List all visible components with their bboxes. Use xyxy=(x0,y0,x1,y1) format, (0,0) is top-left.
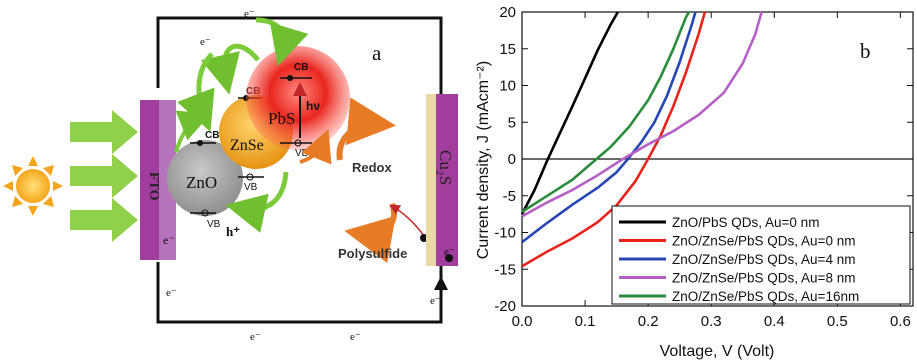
light-arrow-icon xyxy=(70,110,138,242)
y-tick-label: 15 xyxy=(499,41,516,58)
pbs-cb-label: CB xyxy=(294,62,308,73)
fto-electron-label: e⁻ xyxy=(163,233,175,247)
zno-particle xyxy=(167,140,243,216)
y-tick-label: -5 xyxy=(503,188,516,205)
zno-label: ZnO xyxy=(186,173,217,192)
x-tick-label: 0.3 xyxy=(701,313,722,330)
legend-entry: ZnO/PbS QDs, Au=0 nm xyxy=(672,215,819,230)
zno-vb-label: VB xyxy=(207,219,221,230)
x-axis-label: Voltage, V (Volt) xyxy=(660,343,775,360)
series-curves xyxy=(520,11,763,268)
transfer-arrow xyxy=(177,52,215,132)
series-line-2 xyxy=(521,11,707,268)
cu2s-electron-label: e⁻ xyxy=(444,246,455,258)
transfer-arrow xyxy=(255,17,309,67)
x-tick-label: 0.2 xyxy=(638,313,659,330)
series-line-4 xyxy=(521,11,763,218)
hole-transfer-arrow xyxy=(299,128,332,165)
electron-label: e⁻ xyxy=(166,287,177,299)
external-circuit-bottom xyxy=(156,262,443,324)
redox-cycle-icon xyxy=(336,97,397,263)
legend-entry: ZnO/ZnSe/PbS QDs, Au=0 nm xyxy=(672,234,855,249)
x-tick-label: 0.0 xyxy=(512,313,533,330)
pbs-label: PbS xyxy=(268,109,295,128)
electron-label: e⁻ xyxy=(250,331,261,343)
znse-label: ZnSe xyxy=(230,137,264,154)
transfer-arrow xyxy=(225,171,289,233)
fto-label: FTO xyxy=(146,172,161,201)
legend: ZnO/PbS QDs, Au=0 nm ZnO/ZnSe/PbS QDs, Au… xyxy=(611,205,911,305)
electron-label: e⁻ xyxy=(350,331,361,343)
external-circuit xyxy=(156,16,443,96)
transfer-arrow xyxy=(174,110,212,153)
series-line-5 xyxy=(521,11,691,213)
znse-vb-label: VB xyxy=(244,182,258,193)
y-tick-label: -15 xyxy=(494,261,516,278)
cu2s-label: Cu₂S xyxy=(436,150,455,185)
polysulfide-label: Polysulfide xyxy=(338,246,407,261)
axis-ticks: 0.0 0.1 0.2 0.3 0.4 0.5 0.6 -20 -15 -10 -5 0 5 10 15 20 xyxy=(494,4,913,330)
x-tick-label: 0.4 xyxy=(764,313,785,330)
series-line-1 xyxy=(520,11,620,215)
electron-label: e⁻ xyxy=(200,36,211,48)
x-tick-label: 0.1 xyxy=(575,313,596,330)
transfer-arrow xyxy=(200,43,260,95)
sun-icon xyxy=(3,156,63,216)
electron-label: e⁻ xyxy=(430,295,441,307)
y-tick-label: 20 xyxy=(499,4,516,21)
hv-label: hν xyxy=(306,99,320,113)
hole-label: h⁺ xyxy=(226,224,240,239)
electron-return-arrow xyxy=(389,204,425,237)
panel-a-label: a xyxy=(372,41,382,65)
x-tick-label: 0.5 xyxy=(827,313,848,330)
y-tick-label: 10 xyxy=(499,78,516,95)
panel-b-label: b xyxy=(860,39,871,63)
zno-cb-label: CB xyxy=(205,130,219,141)
panel-a-schematic: FTO e⁻ ZnO CB VB ZnSe CB VB PbS CB VB hν xyxy=(3,8,458,343)
pbs-particle xyxy=(246,46,350,150)
y-tick-label: -10 xyxy=(494,225,516,242)
panel-b-chart: 0.0 0.1 0.2 0.3 0.4 0.5 0.6 -20 -15 -10 -5 0 5 10 15 20… xyxy=(475,4,914,360)
y-tick-label: 0 xyxy=(508,151,516,168)
legend-entry: ZnO/ZnSe/PbS QDs, Au=8 nm xyxy=(672,271,855,286)
redox-label: Redox xyxy=(352,160,393,175)
legend-entry: ZnO/ZnSe/PbS QDs, Au=16nm xyxy=(672,289,859,304)
y-tick-label: 5 xyxy=(508,114,516,131)
y-axis-label: Current density, J (mAcm⁻²) xyxy=(475,61,492,259)
legend-entry: ZnO/ZnSe/PbS QDs, Au=4 nm xyxy=(672,252,855,267)
x-tick-label: 0.6 xyxy=(890,313,911,330)
electron-label: e⁻ xyxy=(244,8,255,20)
y-tick-label: -20 xyxy=(494,298,516,315)
series-line-3 xyxy=(521,11,697,244)
